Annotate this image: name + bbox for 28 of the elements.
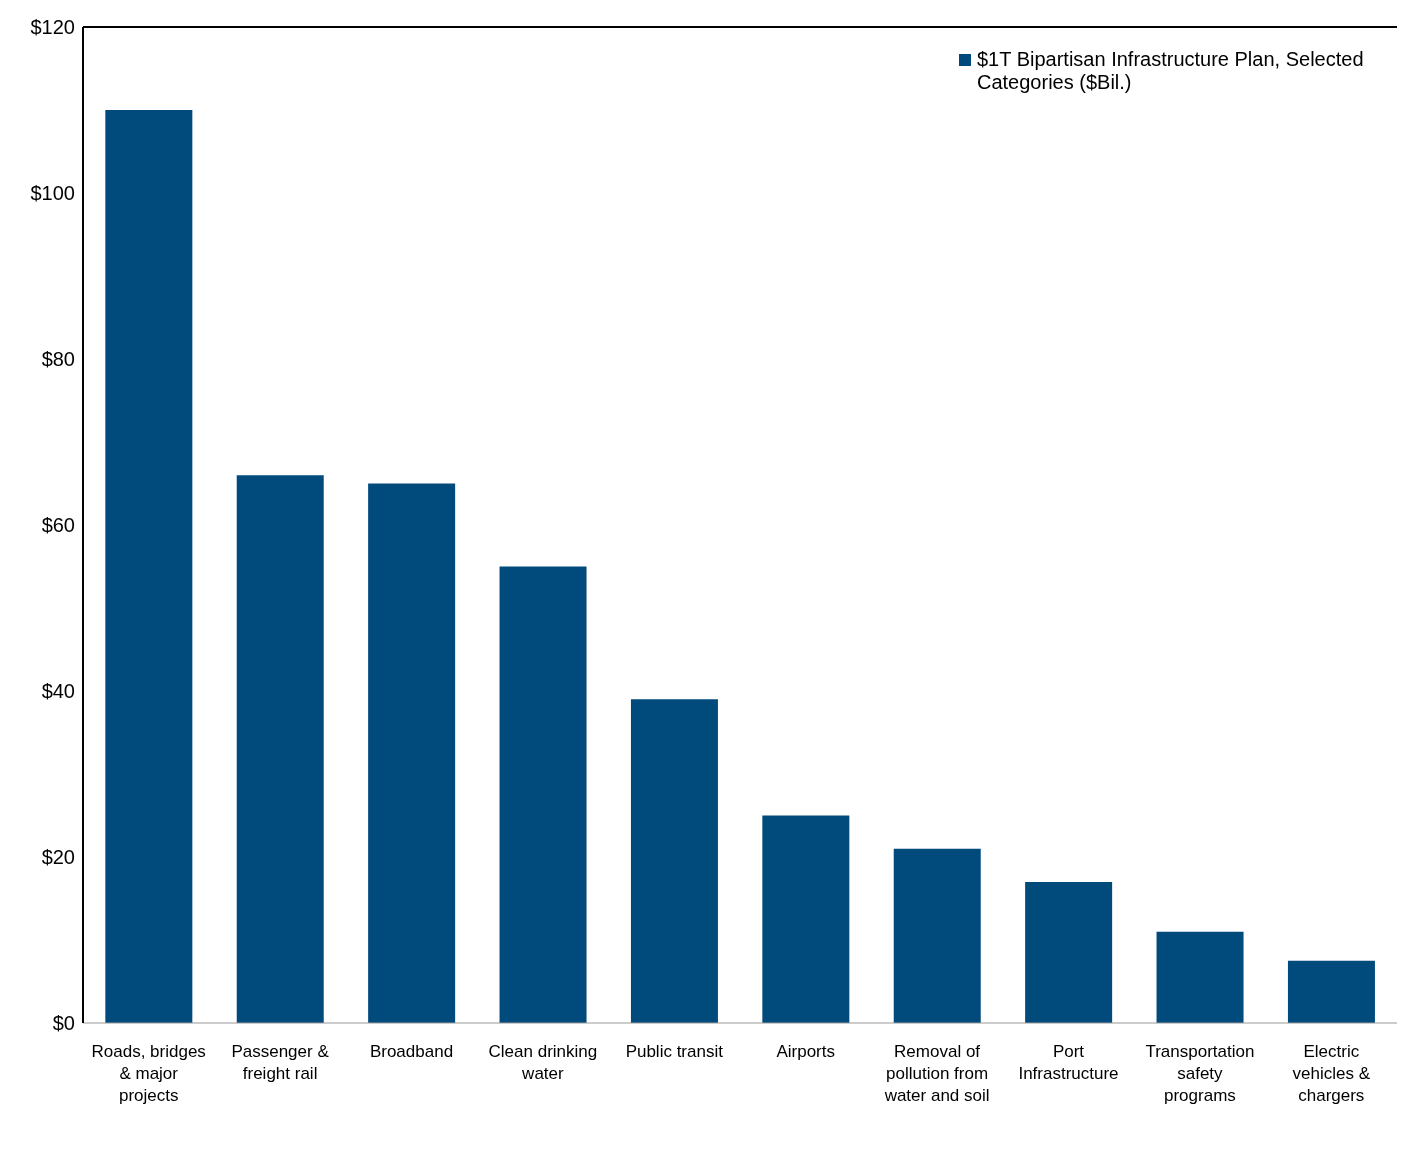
y-tick-label: $120 xyxy=(30,16,75,39)
y-tick-label: $0 xyxy=(52,1012,75,1035)
bar xyxy=(499,566,587,1023)
x-tick-label: Airports xyxy=(776,1042,835,1061)
bar xyxy=(893,848,981,1023)
x-tick-label: Port Infrastructure xyxy=(1018,1042,1119,1083)
y-tick-label: $100 xyxy=(30,182,75,205)
x-tick-label: Roads, bridges & major projects xyxy=(91,1042,206,1105)
x-tick-label: Public transit xyxy=(625,1042,724,1061)
legend-label: $1T Bipartisan Infrastructure Plan, Selected Categories ($Bil.) xyxy=(977,48,1365,94)
x-tick-label: Broadband xyxy=(369,1042,454,1061)
y-tick-label: $80 xyxy=(41,348,75,371)
bar xyxy=(1287,960,1375,1023)
y-tick-label: $20 xyxy=(41,846,75,869)
x-tick-label: Removal of pollution from water and soil xyxy=(883,1042,990,1105)
bar xyxy=(1156,931,1244,1023)
bar xyxy=(236,475,324,1023)
x-tick-label: Clean drinking water xyxy=(488,1042,598,1083)
x-tick-label: Passenger & freight rail xyxy=(231,1042,330,1083)
bar xyxy=(630,699,718,1023)
bar xyxy=(368,483,456,1023)
x-tick-label: Electric vehicles & chargers xyxy=(1292,1042,1371,1105)
x-tick-label: Transportation safety programs xyxy=(1145,1042,1255,1105)
bar xyxy=(762,815,850,1023)
bar xyxy=(1025,881,1113,1023)
bar xyxy=(105,110,193,1023)
y-tick-label: $40 xyxy=(41,680,75,703)
y-tick-label: $60 xyxy=(41,514,75,537)
